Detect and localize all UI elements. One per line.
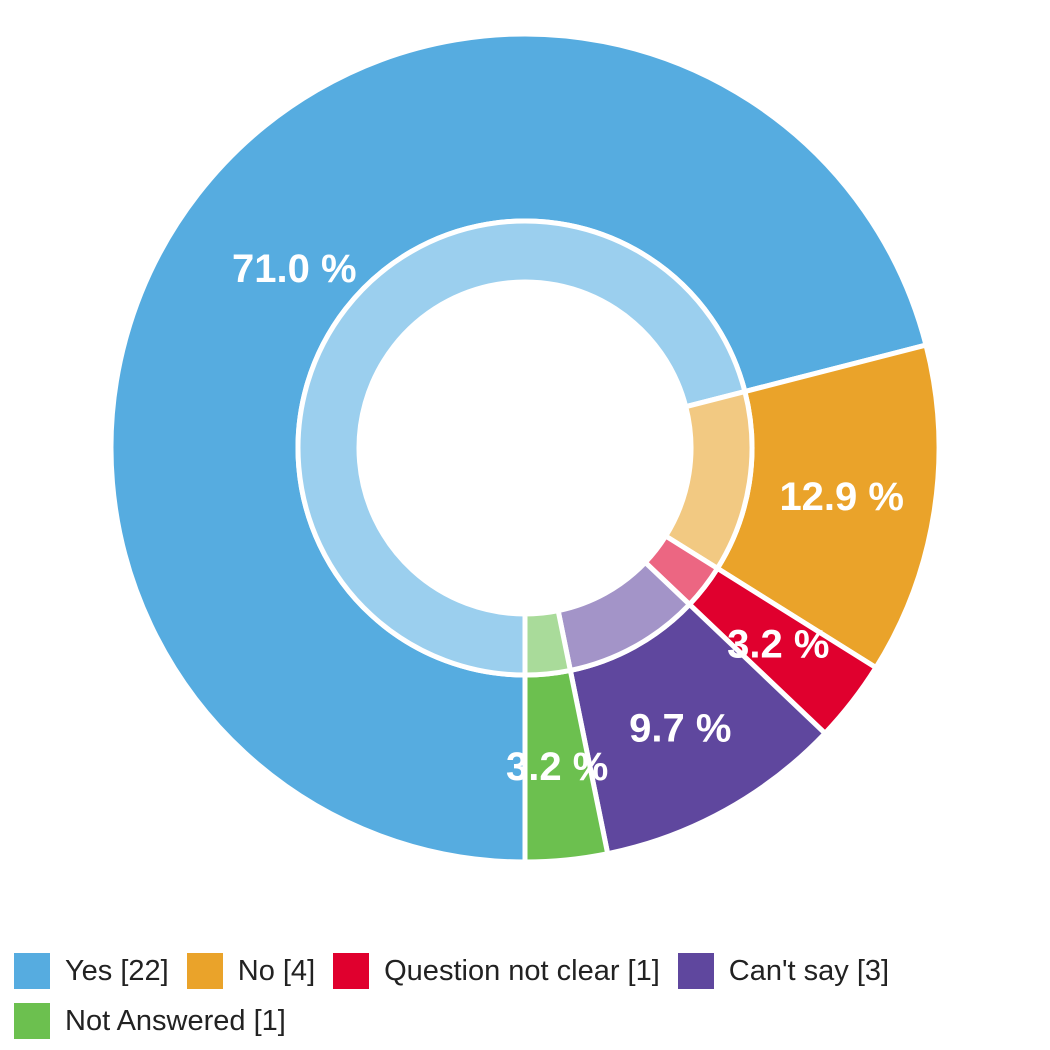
legend-swatch-question-not-clear (333, 953, 370, 989)
chart-legend: Yes [22] No [4] Question not clear [1] C… (14, 952, 1014, 1040)
data-label-yes: 71.0 % (232, 247, 357, 291)
legend-swatch-not-answered (14, 1003, 50, 1039)
data-label-not-answered: 3.2 % (506, 745, 608, 789)
legend-label-question-not-clear: Question not clear [1] (384, 954, 660, 987)
legend-label-yes: Yes [22] (65, 954, 169, 987)
legend-label-no: No [4] (237, 954, 316, 987)
legend-swatch-cant-say (677, 953, 714, 989)
data-label-can-t-say: 9.7 % (629, 706, 731, 750)
legend-label-not-answered: Not Answered [1] (65, 1004, 286, 1037)
legend-swatch-yes (14, 953, 50, 989)
legend-item-question-not-clear[interactable]: Question not clear [1] (333, 952, 660, 990)
legend-item-cant-say[interactable]: Can't say [3] (677, 952, 890, 990)
slice-inner-yes (295, 218, 748, 678)
slice-inner-not-answered (522, 608, 573, 678)
legend-item-no[interactable]: No [4] (186, 952, 316, 990)
legend-label-cant-say: Can't say [3] (728, 954, 890, 987)
data-label-no: 12.9 % (779, 475, 904, 519)
data-label-question-not-clear: 3.2 % (727, 622, 829, 666)
legend-item-yes[interactable]: Yes [22] (14, 952, 169, 990)
legend-item-not-answered[interactable]: Not Answered [1] (14, 1002, 286, 1040)
legend-swatch-no (186, 953, 223, 989)
